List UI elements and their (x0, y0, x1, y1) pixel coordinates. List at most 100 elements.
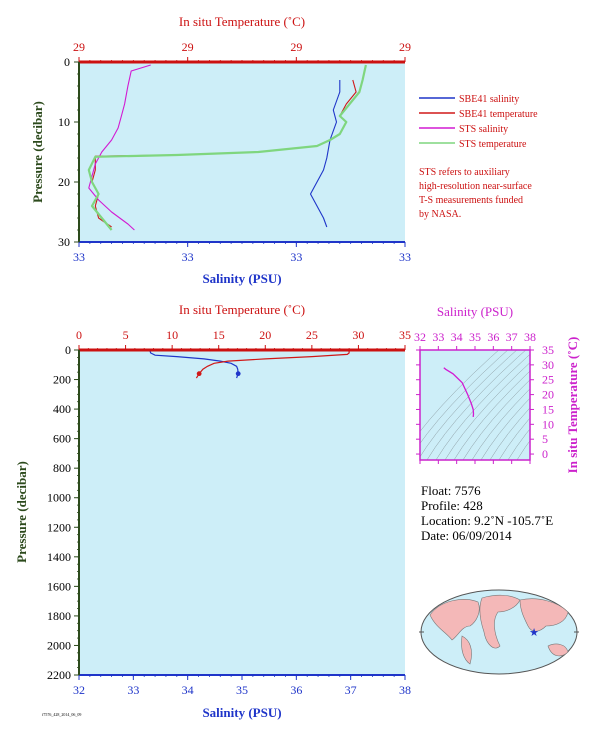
bottom-pressure-tick-label: 1600 (47, 579, 71, 593)
bottom-profile-chart: 0 5 10 15 20 25 30 35 32 33 34 35 36 37 38 0 200 400 600 80… (14, 302, 411, 720)
bottom-pressure-tick-label: 400 (53, 402, 71, 416)
top-temperature-axis-title: In situ Temperature (˚C) (179, 14, 305, 29)
bottom-temp-tick-label: 30 (352, 328, 364, 342)
top-series-group (87, 64, 367, 231)
bottom-plot-area (79, 350, 405, 675)
bottom-salinity-axis-title: Salinity (PSU) (202, 705, 281, 720)
top-pressure-tick-label: 20 (58, 175, 70, 189)
ts-density-contour (489, 407, 530, 460)
bottom-series-marker-sbe41-temperature (196, 371, 202, 377)
map-land-south-america (461, 635, 472, 665)
top-temp-tick-label: 29 (73, 40, 85, 54)
bottom-pressure-tick-label: 2200 (47, 668, 71, 682)
ts-density-contour (426, 350, 527, 460)
top-sal-tick-label: 33 (73, 250, 85, 264)
map-land-europe-africa (479, 594, 521, 649)
profile-number-text: Profile: 428 (421, 498, 483, 513)
map-land-asia (519, 598, 569, 632)
ts-sal-tick-label: 35 (469, 330, 481, 344)
ts-density-contour (507, 428, 530, 460)
ts-density-contour (498, 417, 530, 460)
ts-sal-tick-label: 36 (487, 330, 499, 344)
bottom-temp-tick-label: 0 (76, 328, 82, 342)
legend-label-sts-salinity: STS salinity (459, 124, 508, 135)
top-chart-ticks: 29 29 29 29 33 33 33 33 0 10 20 30 (58, 40, 411, 264)
bottom-pressure-tick-label: 2000 (47, 638, 71, 652)
ts-temperature-axis-title: In situ Temperature (˚C) (565, 337, 580, 474)
top-temp-tick-label: 29 (399, 40, 411, 54)
map-land-americas (429, 599, 480, 641)
legend: SBE41 salinity SBE41 temperature STS sal… (419, 94, 538, 220)
bottom-chart-ticks: 0 5 10 15 20 25 30 35 32 33 34 35 36 37 38 0 200 400 600 80… (47, 328, 411, 697)
ts-temp-tick-label: 5 (542, 432, 548, 446)
legend-label-sbe41-salinity: SBE41 salinity (459, 94, 519, 105)
top-series-sts-temperature (87, 64, 367, 231)
top-temp-tick-label: 29 (290, 40, 302, 54)
float-location-star-icon: ★ (529, 627, 539, 639)
bottom-series-group (149, 349, 350, 379)
ts-density-contour (435, 353, 530, 460)
legend-label-sts-temperature: STS temperature (459, 139, 527, 150)
location-text: Location: 9.2˚N -105.7˚E (421, 513, 553, 528)
ts-density-contour (444, 362, 530, 460)
map-land-australia (547, 643, 569, 657)
bottom-pressure-tick-label: 200 (53, 373, 71, 387)
ts-temp-tick-label: 30 (542, 358, 554, 372)
bottom-pressure-tick-label: 1400 (47, 550, 71, 564)
bottom-pressure-tick-label: 1800 (47, 609, 71, 623)
top-pressure-tick-label: 30 (58, 235, 70, 249)
bottom-sal-tick-label: 35 (236, 683, 248, 697)
ts-sal-tick-label: 37 (506, 330, 518, 344)
sts-note-line-1: STS refers to auxiliary (419, 167, 510, 178)
legend-label-sbe41-temperature: SBE41 temperature (459, 109, 538, 120)
ts-density-contour (453, 370, 530, 460)
bottom-temp-tick-label: 25 (306, 328, 318, 342)
ts-temp-tick-label: 10 (542, 417, 554, 431)
bottom-sal-tick-label: 38 (399, 683, 411, 697)
ts-temp-tick-label: 15 (542, 402, 554, 416)
bottom-sal-tick-label: 34 (182, 683, 194, 697)
bottom-pressure-tick-label: 1000 (47, 491, 71, 505)
date-text: Date: 06/09/2014 (421, 528, 512, 543)
top-profile-chart: 29 29 29 29 33 33 33 33 0 10 20 30 In situ Temperat… (30, 14, 411, 286)
bottom-sal-tick-label: 32 (73, 683, 85, 697)
ts-salinity-axis-title: Salinity (PSU) (437, 304, 513, 319)
bottom-series-sbe41-salinity (149, 349, 239, 379)
top-pressure-tick-label: 10 (58, 115, 70, 129)
ts-temp-tick-label: 35 (542, 343, 554, 357)
top-sal-tick-label: 33 (399, 250, 411, 264)
sts-note-line-2: high-resolution near-surface (419, 181, 532, 192)
bottom-temp-tick-label: 20 (259, 328, 271, 342)
footer-code: f7576_428_2014_06_09 (42, 712, 81, 717)
bottom-temperature-axis-title: In situ Temperature (˚C) (179, 302, 305, 317)
bottom-temp-tick-label: 10 (166, 328, 178, 342)
bottom-temp-tick-label: 35 (399, 328, 411, 342)
ts-density-contour (462, 379, 530, 460)
ts-density-contour (420, 350, 500, 432)
bottom-series-marker-sbe41-salinity (235, 371, 241, 377)
top-temp-tick-label: 29 (182, 40, 194, 54)
bottom-temp-tick-label: 15 (213, 328, 225, 342)
sts-note-line-3: T-S measurements funded (419, 195, 523, 206)
ts-series-group (443, 367, 475, 417)
bottom-pressure-tick-label: 1200 (47, 520, 71, 534)
ts-density-contours (420, 350, 530, 460)
bottom-pressure-tick-label: 800 (53, 461, 71, 475)
ts-density-contour (471, 388, 530, 460)
ts-density-contour (480, 397, 530, 460)
ts-temp-tick-label: 0 (542, 447, 548, 461)
ts-series-line (443, 367, 475, 417)
top-sal-tick-label: 33 (182, 250, 194, 264)
bottom-series-sbe41-temperature (195, 350, 350, 379)
top-pressure-tick-label: 0 (64, 55, 70, 69)
top-series-sts-salinity (88, 64, 151, 231)
bottom-sal-tick-label: 36 (290, 683, 302, 697)
ts-density-contour (516, 440, 530, 460)
ts-sal-tick-label: 33 (432, 330, 444, 344)
top-sal-tick-label: 33 (290, 250, 302, 264)
bottom-pressure-tick-label: 600 (53, 432, 71, 446)
float-id-text: Float: 7576 (421, 483, 481, 498)
top-pressure-axis-title: Pressure (decibar) (30, 101, 45, 203)
top-salinity-axis-title: Salinity (PSU) (202, 271, 281, 286)
